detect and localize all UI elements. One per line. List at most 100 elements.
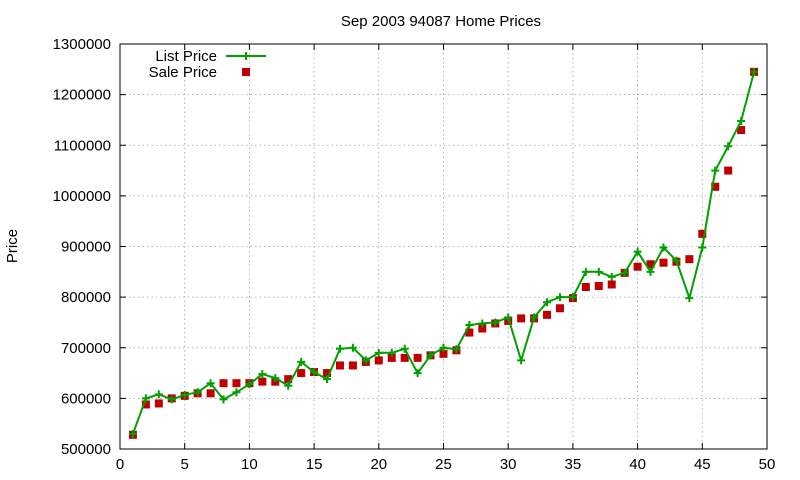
x-tick-label: 40	[629, 456, 646, 473]
sale-price-point	[323, 369, 332, 378]
sale-price-point	[232, 379, 241, 388]
sale-price-point	[555, 304, 564, 313]
x-tick-label: 5	[181, 456, 189, 473]
list-price-point	[245, 380, 254, 389]
y-tick-label: 900000	[61, 239, 111, 256]
list-price-point	[439, 343, 448, 352]
series-list-price	[128, 67, 759, 438]
list-price-point	[335, 344, 344, 353]
list-price-point	[568, 293, 577, 302]
y-tick-label: 800000	[61, 289, 111, 306]
x-axis-ticks: 0 5 10 15 20 25 30 35 40 45 50	[116, 44, 776, 473]
y-axis-label: Price	[4, 229, 21, 263]
x-tick-label: 0	[116, 456, 124, 473]
list-price-point	[581, 267, 590, 276]
list-price-point	[646, 267, 655, 276]
list-price-point	[361, 356, 370, 365]
list-price-point	[517, 356, 526, 365]
sale-price-point	[581, 283, 590, 291]
list-price-point	[258, 370, 267, 379]
list-price-point	[685, 294, 694, 303]
list-price-point	[374, 348, 383, 357]
y-tick-label: 1100000	[54, 137, 111, 154]
legend-label-list-price: List Price	[155, 48, 217, 65]
list-price-point	[154, 390, 163, 399]
x-tick-label: 30	[500, 456, 517, 473]
list-price-point	[633, 247, 642, 256]
sale-price-point	[258, 377, 267, 386]
sale-price-point	[413, 353, 422, 362]
series-layer	[128, 67, 759, 439]
sale-price-point	[335, 361, 344, 370]
sale-price-point	[724, 166, 733, 175]
y-tick-label: 700000	[61, 340, 111, 357]
list-price-point	[232, 388, 241, 397]
list-price-point	[323, 375, 332, 384]
y-tick-label: 500000	[61, 441, 111, 458]
list-price-point	[543, 298, 552, 307]
chart-title: Sep 2003 94087 Home Prices	[341, 13, 541, 30]
legend-marker-sale-price	[242, 68, 250, 76]
y-tick-label: 1200000	[53, 87, 111, 104]
sale-price-point	[374, 356, 383, 365]
list-price-point	[607, 272, 616, 281]
sale-price-point	[400, 353, 409, 362]
list-price-point	[478, 319, 487, 328]
y-tick-label: 1000000	[53, 188, 111, 205]
y-axis-ticks: 500000 600000 700000 800000 900000 1000000 110…	[53, 36, 767, 458]
list-price-point	[193, 388, 202, 397]
list-price-point	[167, 395, 176, 404]
sale-price-point	[284, 375, 293, 384]
list-price-point	[413, 369, 422, 378]
sale-price-point	[659, 258, 668, 267]
list-price-point	[530, 313, 539, 322]
sale-price-point	[154, 399, 163, 408]
list-price-point	[284, 381, 293, 390]
list-price-point	[141, 394, 150, 403]
list-price-point	[271, 374, 280, 383]
sale-price-point	[387, 353, 396, 362]
grid	[120, 44, 767, 449]
list-price-point	[180, 390, 189, 399]
legend-marker-list-price	[242, 52, 250, 60]
list-price-point	[672, 256, 681, 265]
x-tick-label: 50	[759, 456, 776, 473]
sale-price-point	[646, 260, 655, 269]
list-price-point	[387, 348, 396, 357]
list-price-point	[491, 318, 500, 327]
list-price-point	[348, 343, 357, 352]
list-price-point	[219, 395, 228, 404]
sale-price-point	[607, 280, 616, 289]
sale-price-point	[711, 182, 720, 191]
sale-price-point	[206, 389, 215, 398]
sale-price-point	[698, 229, 707, 238]
sale-price-point	[737, 126, 746, 135]
sale-price-point	[439, 349, 448, 358]
sale-price-point	[297, 369, 306, 378]
legend: List Price Sale Price	[149, 48, 266, 81]
x-tick-label: 45	[694, 456, 711, 473]
sale-price-point	[594, 281, 603, 290]
sale-price-point	[543, 310, 552, 319]
plot-frame	[119, 43, 768, 450]
list-price-point	[555, 293, 564, 302]
x-tick-label: 15	[306, 456, 323, 473]
legend-label-sale-price: Sale Price	[149, 64, 217, 81]
x-tick-label: 25	[435, 456, 452, 473]
sale-price-point	[465, 328, 474, 337]
list-price-point	[724, 142, 733, 151]
list-price-point	[206, 379, 215, 388]
list-price-point	[659, 243, 668, 252]
sale-price-point	[685, 255, 694, 264]
sale-price-point	[141, 400, 150, 409]
list-price-point	[750, 67, 759, 76]
list-price-point	[465, 320, 474, 329]
list-price-point	[426, 351, 435, 360]
list-price-point	[698, 243, 707, 252]
list-price-point	[737, 116, 746, 125]
sale-price-point	[219, 379, 228, 388]
sale-price-point	[517, 314, 526, 323]
y-tick-label: 1300000	[53, 36, 111, 53]
x-tick-label: 10	[241, 456, 258, 473]
